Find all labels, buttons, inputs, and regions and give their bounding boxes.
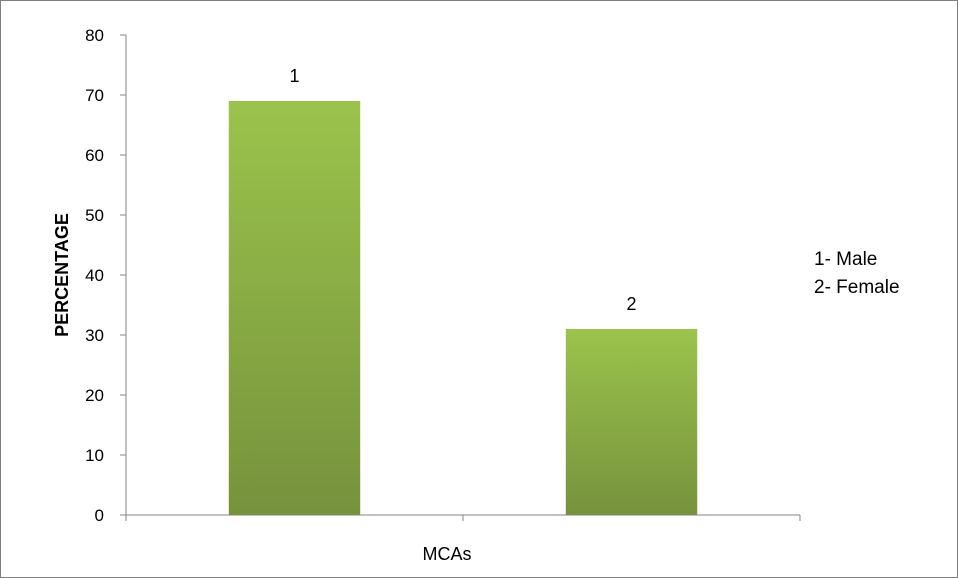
legend: 1- Male 2- Female — [814, 246, 900, 302]
bar-1 — [228, 101, 361, 515]
y-tick-label: 70 — [85, 86, 104, 105]
y-tick-label: 60 — [85, 146, 104, 165]
y-tick-label: 0 — [95, 506, 104, 525]
y-tick-label: 80 — [85, 26, 104, 45]
y-tick-label: 40 — [85, 266, 104, 285]
data-label-2: 2 — [626, 294, 636, 314]
y-tick-label: 50 — [85, 206, 104, 225]
legend-item-2: 2- Female — [814, 277, 900, 298]
y-tick-label: 10 — [85, 446, 104, 465]
y-tick-label: 20 — [85, 386, 104, 405]
y-tick-label: 30 — [85, 326, 104, 345]
axes — [120, 34, 801, 521]
x-axis-title: MCAs — [423, 544, 472, 564]
legend-item-1: 1- Male — [814, 249, 878, 270]
y-axis-title: PERCENTAGE — [52, 213, 72, 337]
bar-2 — [565, 329, 698, 515]
data-label-1: 1 — [289, 66, 299, 86]
bars — [228, 101, 698, 515]
labels: 0 10 20 30 40 50 60 70 80 1 2 — [85, 26, 636, 525]
